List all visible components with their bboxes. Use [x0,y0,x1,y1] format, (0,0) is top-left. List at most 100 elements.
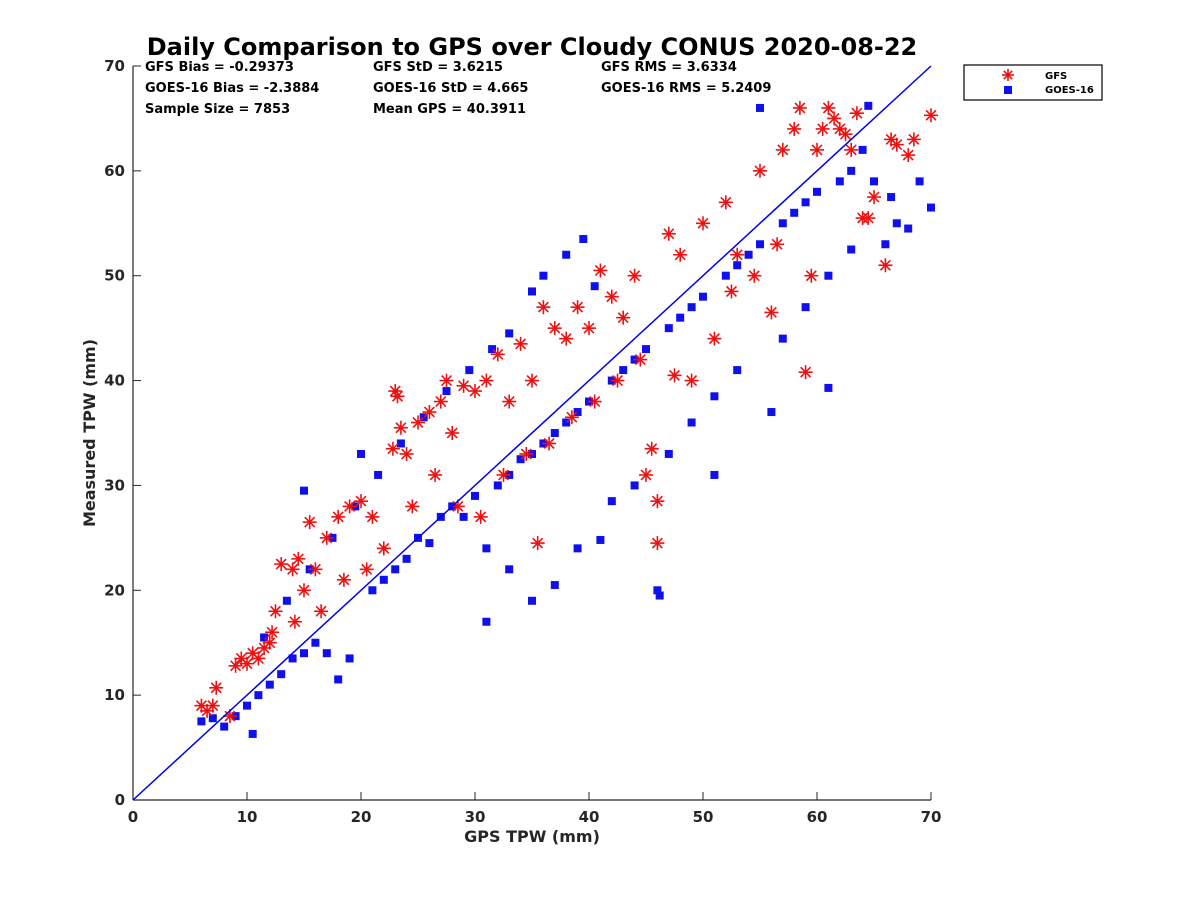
goes16-point [864,101,873,110]
goes16-point [300,649,308,658]
gfs-point [616,310,631,325]
goes16-point [801,303,810,312]
gfs-point [536,300,551,315]
gfs-point [468,384,482,399]
gfs-point [342,499,357,514]
legend-goes16-square-icon [1004,86,1012,94]
gfs-point [445,426,460,440]
gfs-point [924,108,938,123]
goes16-point [488,345,497,354]
tick-layer: 0 10 20 30 40 50 60 70 0 10 20 30 40 50 60 70 [104,57,941,826]
goes16-point [733,366,742,375]
goes16-point [801,198,810,207]
gfs-point [804,268,819,283]
goes16-point [630,481,639,490]
series-layer [194,100,938,738]
legend-goes16-label: GOES-16 [1045,85,1094,96]
gfs-point [228,658,243,673]
gfs-point [245,646,260,661]
goes16-point [756,240,764,249]
gfs-point [815,121,830,136]
gfs-point [798,365,813,380]
gfs-point [878,258,893,273]
gfs-point [696,216,710,231]
goes16-point [607,497,616,506]
goes16-point [243,701,251,710]
goes16-point [824,271,833,280]
gfs-point [639,467,653,482]
goes16-point [357,449,365,458]
goes16-point [881,240,890,249]
gfs-point [770,237,785,252]
goes16-point [425,539,434,548]
gfs-point [610,373,625,388]
gfs-point [265,625,280,640]
gfs-point [422,405,437,420]
goes16-point [619,366,628,375]
goes16-point [847,245,856,254]
goes16-point [596,535,605,544]
gfs-point [867,190,881,205]
goes16-point [927,203,935,212]
goes16-point [442,387,451,396]
goes16-point [482,544,491,553]
goes16-point [562,418,571,427]
gfs-point [901,148,916,163]
gfs-point [473,509,488,524]
goes16-point [710,392,719,401]
gfs-point [547,321,562,336]
goes16-point [288,654,297,663]
legend-gfs-label: GFS [1045,71,1067,82]
gfs-point [849,106,864,121]
goes16-point [824,383,833,392]
goes16-point [197,717,206,726]
gfs-point [684,373,699,388]
goes16-point [813,187,821,196]
gfs-point [405,499,420,514]
gfs-point [336,572,351,587]
stat-gfs-rms: GFS RMS = 3.6334 [601,60,737,75]
goes16-point [505,329,514,338]
gfs-point [319,530,334,545]
gfs-point [519,446,534,461]
goes16-point [482,617,491,626]
gfs-point [787,121,802,136]
goes16-point [733,261,742,270]
x-axis-title: GPS TPW (mm) [464,827,600,846]
goes16-point [790,208,799,217]
goes16-point [892,219,901,228]
goes16-point [756,103,764,112]
gfs-point [633,352,648,367]
gfs-point [747,268,762,283]
goes16-point [391,565,400,574]
y-tick-label: 30 [104,476,125,494]
y-tick-label: 60 [104,162,125,180]
stat-goes16-std: GOES-16 StD = 4.665 [373,81,528,96]
gfs-point [718,195,733,210]
goes16-point [516,455,525,464]
gfs-point [582,321,596,336]
chart-title: Daily Comparison to GPS over Cloudy CONU… [147,33,918,61]
gfs-point [331,509,346,524]
goes16-point [778,334,787,343]
goes16-point [471,491,479,500]
goes16-point [870,177,878,186]
y-axis-title: Measured TPW (mm) [80,339,99,527]
gfs-point [433,394,448,409]
goes16-point [710,470,719,479]
goes16-point [744,250,753,259]
goes16-point [642,345,650,354]
gfs-point [205,698,220,713]
goes16-point [835,177,844,186]
goes16-point [402,554,411,563]
gfs-point [650,494,665,509]
goes16-point [664,449,673,458]
legend-goes16-mark [1004,86,1012,94]
goes16-point [858,145,867,154]
goes16-point [374,470,383,479]
gfs-point [889,137,904,152]
gfs-point [861,211,876,226]
stat-gfs-std: GFS StD = 3.6215 [373,60,503,75]
y-tick-label: 20 [104,581,125,599]
